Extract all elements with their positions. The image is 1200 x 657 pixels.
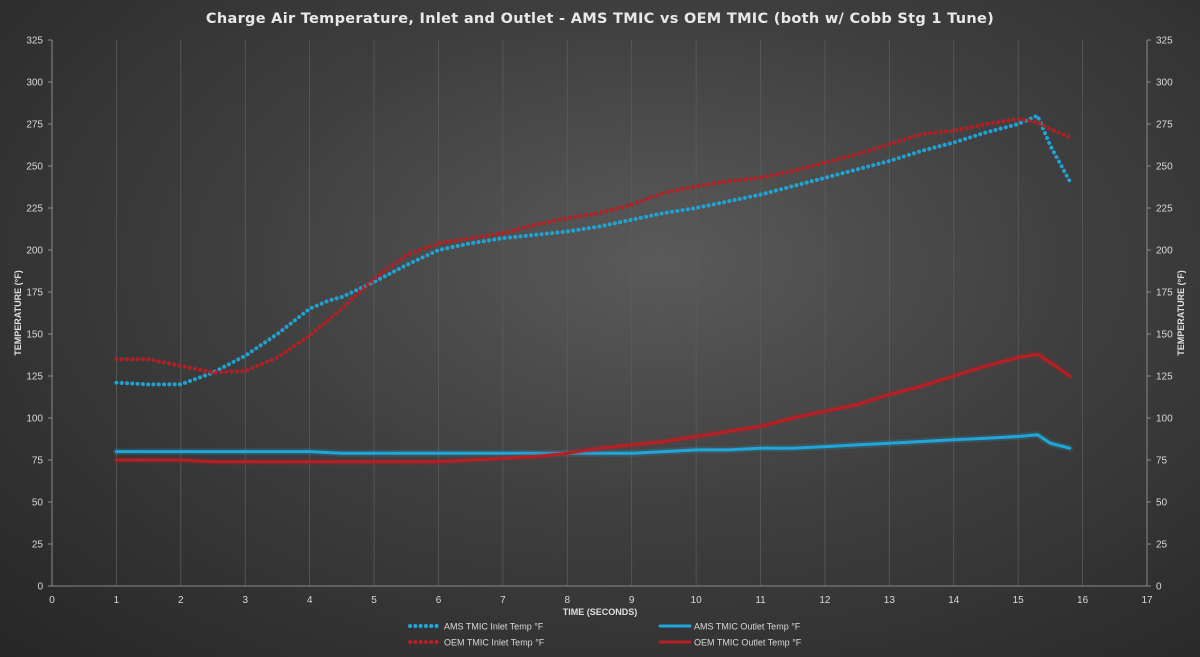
series-line-oem-tmic-outlet-temp-f bbox=[114, 352, 1072, 464]
legend-label-oem-tmic-inlet-temp-f: OEM TMIC Inlet Temp °F bbox=[444, 638, 545, 648]
x-tick-label: 0 bbox=[49, 595, 55, 606]
x-tick-label: 12 bbox=[819, 595, 831, 606]
x-tick-label: 7 bbox=[500, 595, 506, 606]
y-tick-label-right: 300 bbox=[1156, 78, 1173, 89]
y-tick-label-left: 175 bbox=[26, 288, 43, 299]
series-line-ams-tmic-inlet-temp-f bbox=[114, 113, 1072, 387]
y-tick-label-right: 75 bbox=[1156, 456, 1168, 467]
y-tick-label-right: 25 bbox=[1156, 540, 1168, 551]
y-tick-label-right: 50 bbox=[1156, 498, 1168, 509]
y-tick-label-right: 275 bbox=[1156, 120, 1173, 131]
y-tick-label-right: 225 bbox=[1156, 204, 1173, 215]
y-tick-label-right: 125 bbox=[1156, 372, 1173, 383]
y-axis-right-title: TEMPERATURE (°F) bbox=[1176, 270, 1186, 355]
x-tick-label: 4 bbox=[307, 595, 313, 606]
x-tick-label: 10 bbox=[691, 595, 703, 606]
x-tick-label: 13 bbox=[884, 595, 896, 606]
y-tick-label-left: 325 bbox=[26, 36, 43, 47]
x-tick-label: 16 bbox=[1077, 595, 1089, 606]
y-tick-label-right: 0 bbox=[1156, 582, 1162, 593]
x-tick-label: 11 bbox=[755, 595, 766, 606]
y-tick-label-right: 100 bbox=[1156, 414, 1173, 425]
y-tick-label-left: 300 bbox=[26, 78, 43, 89]
legend: AMS TMIC Inlet Temp °F AMS TMIC Outlet Te… bbox=[408, 622, 802, 648]
x-tick-label: 1 bbox=[114, 595, 120, 606]
x-axis-title: TIME (SECONDS) bbox=[563, 607, 638, 617]
x-tick-label: 15 bbox=[1013, 595, 1025, 606]
x-tick-label: 2 bbox=[178, 595, 184, 606]
axes bbox=[48, 39, 1151, 587]
chart-title: Charge Air Temperature, Inlet and Outlet… bbox=[206, 11, 994, 27]
y-tick-label-left: 275 bbox=[26, 120, 43, 131]
x-tick-label: 5 bbox=[371, 595, 377, 606]
y-tick-label-left: 200 bbox=[26, 246, 43, 257]
x-tick-label: 17 bbox=[1141, 595, 1153, 606]
legend-label-oem-tmic-outlet-temp-f: OEM TMIC Outlet Temp °F bbox=[694, 638, 802, 648]
y-tick-label-right: 250 bbox=[1156, 162, 1173, 173]
y-tick-label-left: 75 bbox=[32, 456, 44, 467]
y-tick-label-right: 200 bbox=[1156, 246, 1173, 257]
y-tick-label-right: 175 bbox=[1156, 288, 1173, 299]
x-tick-label: 14 bbox=[948, 595, 960, 606]
y-axis-left-ticks: 0 25 50 75 100 125 150 175 200 225 250 275 300 325 bbox=[26, 36, 43, 593]
x-tick-label: 6 bbox=[436, 595, 442, 606]
series-group bbox=[112, 113, 1074, 466]
y-tick-label-left: 225 bbox=[26, 204, 43, 215]
legend-label-ams-tmic-inlet-temp-f: AMS TMIC Inlet Temp °F bbox=[444, 622, 544, 632]
y-axis-left-title: TEMPERATURE (°F) bbox=[13, 270, 23, 355]
y-tick-label-right: 150 bbox=[1156, 330, 1173, 341]
x-tick-label: 8 bbox=[565, 595, 571, 606]
y-tick-label-left: 25 bbox=[32, 540, 44, 551]
y-tick-label-left: 0 bbox=[37, 582, 43, 593]
x-axis-ticks: 0 1 2 3 4 5 6 7 8 9 10 11 12 13 14 15 16 17 bbox=[49, 595, 1153, 606]
y-tick-label-left: 100 bbox=[26, 414, 43, 425]
series-line-oem-tmic-inlet-temp-f bbox=[114, 117, 1072, 375]
y-axis-right-ticks: 0 25 50 75 100 125 150 175 200 225 250 275 300 325 bbox=[1156, 36, 1173, 593]
y-tick-label-left: 250 bbox=[26, 162, 43, 173]
y-tick-label-left: 50 bbox=[32, 498, 44, 509]
legend-label-ams-tmic-outlet-temp-f: AMS TMIC Outlet Temp °F bbox=[694, 622, 801, 632]
series-line-ams-tmic-outlet-temp-f bbox=[114, 433, 1072, 455]
series-glow-oem-tmic-outlet-temp-f bbox=[112, 350, 1074, 466]
y-tick-label-right: 325 bbox=[1156, 36, 1173, 47]
y-tick-label-left: 150 bbox=[26, 330, 43, 341]
x-tick-label: 9 bbox=[629, 595, 635, 606]
x-tick-label: 3 bbox=[242, 595, 248, 606]
y-tick-label-left: 125 bbox=[26, 372, 43, 383]
grid-lines bbox=[51, 40, 1148, 586]
